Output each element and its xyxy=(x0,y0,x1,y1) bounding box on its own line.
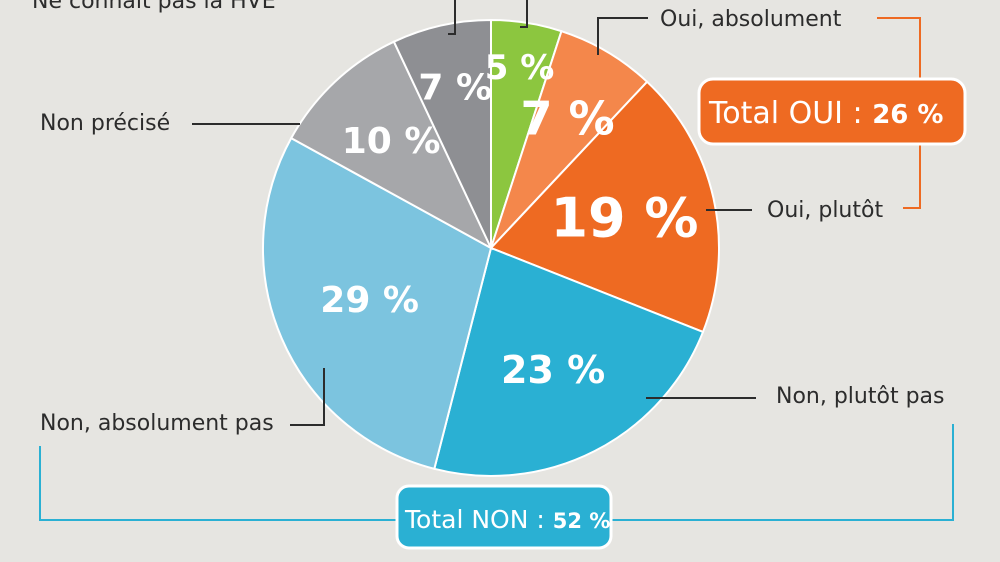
leader-green xyxy=(520,0,528,28)
label-oui-plutot: Oui, plutôt xyxy=(767,198,883,223)
label-oui-absolument: Oui, absolument xyxy=(660,7,842,32)
label-non-absolument-pas: Non, absolument pas xyxy=(40,411,274,436)
total-non-value: 52 % xyxy=(553,509,611,533)
pie-slice xyxy=(489,80,720,334)
percent-labels: 5 %7 % 19 % 23 % 29 % 10 % 7 % xyxy=(320,48,698,392)
pie-slice xyxy=(289,40,494,251)
total-oui-bg xyxy=(697,77,967,146)
total-oui-text: Total OUI : 26 % xyxy=(708,96,944,131)
leader-lines xyxy=(192,0,756,426)
leader-oui-absolument xyxy=(597,17,648,55)
pie-slice xyxy=(262,136,493,471)
total-oui-box: Total OUI : 26 % xyxy=(697,77,967,146)
label-non-plutot-pas: Non, plutôt pas xyxy=(776,384,944,409)
pie-slice xyxy=(392,18,492,249)
label-non-precise: Non précisé xyxy=(40,111,170,136)
percent-label: 10 % xyxy=(342,121,441,162)
total-non-label: Total NON : xyxy=(404,505,553,534)
total-non-text: Total NON : 52 % xyxy=(404,505,610,534)
oui-bracket xyxy=(877,17,921,209)
total-oui-value: 26 % xyxy=(872,100,943,130)
percent-label: 7 % xyxy=(521,91,615,145)
label-ne-connait: Ne connaît pas la HVE xyxy=(32,0,276,14)
percent-label: 29 % xyxy=(320,280,419,321)
total-non-box: Total NON : 52 % xyxy=(395,484,613,550)
percent-label: 5 % xyxy=(485,48,555,88)
leader-ne-connait xyxy=(448,0,456,35)
percent-label: 7 % xyxy=(418,67,492,108)
pie-slices xyxy=(262,18,720,477)
percent-label: 23 % xyxy=(501,348,605,392)
total-oui-label: Total OUI : xyxy=(708,96,872,131)
leader-non-absolument-pas xyxy=(290,368,325,426)
pie-slice xyxy=(433,246,705,477)
percent-label: 19 % xyxy=(550,187,698,250)
non-bracket xyxy=(39,424,954,521)
total-non-bg xyxy=(395,484,613,550)
